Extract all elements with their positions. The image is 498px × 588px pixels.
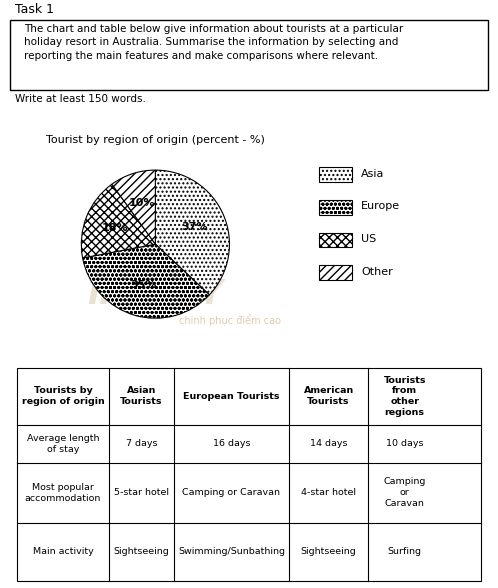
Text: Other: Other [362, 266, 393, 276]
Text: Tourist by region of origin (percent - %): Tourist by region of origin (percent - %… [46, 135, 265, 145]
Bar [319, 265, 352, 280]
Text: Sightseeing: Sightseeing [301, 547, 357, 556]
Text: Write at least 150 words.: Write at least 150 words. [15, 95, 146, 105]
Text: Average length
of stay: Average length of stay [27, 434, 99, 453]
Text: 5-star hotel: 5-star hotel [114, 488, 169, 497]
Text: 7 days: 7 days [125, 439, 157, 448]
FancyBboxPatch shape [10, 20, 488, 90]
Bar [319, 200, 352, 215]
Text: Tourists
from
other
regions: Tourists from other regions [383, 376, 426, 417]
Text: US: US [362, 234, 376, 244]
Bar [319, 168, 352, 182]
Text: European Tourists: European Tourists [183, 392, 280, 401]
Text: Camping
or
Caravan: Camping or Caravan [383, 477, 426, 508]
Text: 4-star hotel: 4-star hotel [301, 488, 356, 497]
Text: Task 1: Task 1 [15, 3, 54, 16]
Text: IREADY: IREADY [87, 278, 224, 311]
Text: Surfing: Surfing [387, 547, 422, 556]
Text: 16 days: 16 days [213, 439, 250, 448]
Text: American
Tourists: American Tourists [303, 386, 354, 406]
Text: 10 days: 10 days [386, 439, 423, 448]
Text: Camping or Caravan: Camping or Caravan [182, 488, 280, 497]
Text: Tourists by
region of origin: Tourists by region of origin [21, 386, 104, 406]
Text: chinh phục điểm cao: chinh phục điểm cao [179, 314, 281, 326]
Text: Europe: Europe [362, 201, 400, 211]
Text: Most popular
accommodation: Most popular accommodation [25, 483, 101, 503]
Bar [319, 233, 352, 248]
Text: Main activity: Main activity [32, 547, 93, 556]
Text: Asian
Tourists: Asian Tourists [120, 386, 162, 406]
Text: Swimming/Sunbathing: Swimming/Sunbathing [178, 547, 285, 556]
Text: The chart and table below give information about tourists at a particular
holida: The chart and table below give informati… [24, 24, 403, 61]
Text: 14 days: 14 days [310, 439, 347, 448]
Text: Asia: Asia [362, 169, 385, 179]
Text: Sightseeing: Sightseeing [114, 547, 169, 556]
